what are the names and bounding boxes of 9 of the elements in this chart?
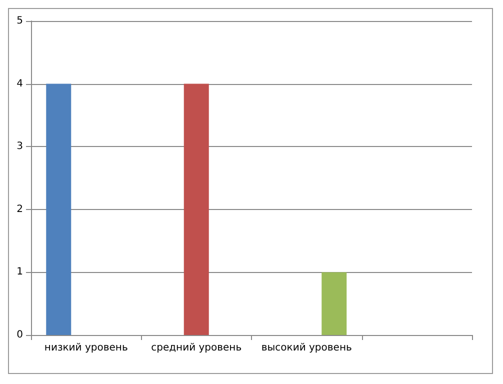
y-tick-label: 0 bbox=[16, 330, 23, 340]
x-tick-label: средний уровень bbox=[151, 342, 242, 354]
y-tick-label: 2 bbox=[16, 204, 23, 215]
y-tick-label: 3 bbox=[16, 141, 23, 152]
x-tick-label: высокий уровень bbox=[261, 342, 352, 354]
y-tick-label: 4 bbox=[16, 78, 23, 90]
y-tick-label: 5 bbox=[16, 16, 23, 26]
y-tick-label: 1 bbox=[16, 266, 23, 278]
x-tick-label: низкий уровень bbox=[44, 342, 128, 354]
